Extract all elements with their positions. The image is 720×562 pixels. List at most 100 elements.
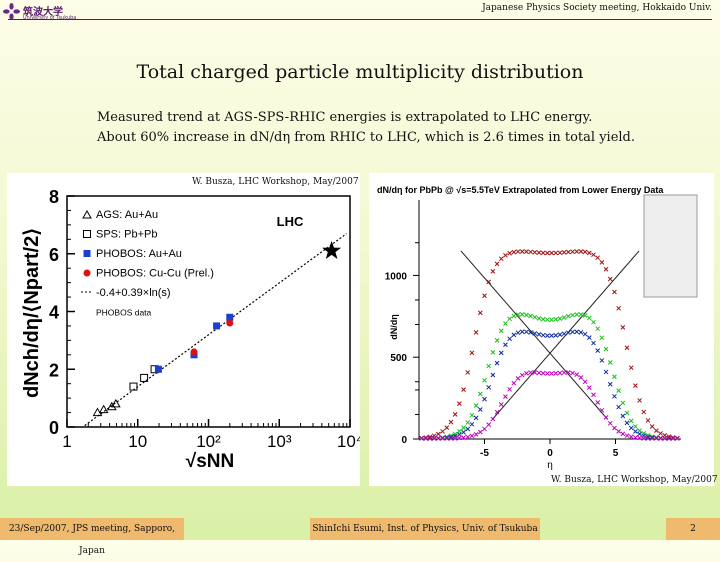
dndeta-point	[498, 328, 504, 334]
dndeta-point	[633, 383, 638, 388]
legend-label: PHOBOS: Cu-Cu (Prel.)	[96, 268, 214, 280]
dndeta-point	[473, 330, 479, 335]
x-tick-label: 10²	[196, 432, 221, 451]
dndeta-point	[503, 321, 508, 326]
dndeta-point	[477, 407, 483, 412]
logo-japanese-text: 筑波大学	[23, 7, 63, 18]
dndeta-point	[511, 380, 517, 386]
dndeta-point	[620, 325, 626, 330]
dndeta-point	[461, 425, 466, 431]
dndeta-point	[633, 424, 638, 429]
dndeta-point	[595, 348, 601, 354]
legend-label: AGS: Au+Au	[96, 209, 158, 221]
dndeta-point	[599, 335, 605, 341]
dndeta-point	[574, 249, 580, 254]
dndeta-point	[624, 345, 630, 351]
dndeta-point	[612, 374, 617, 380]
x-tick-label: 1	[62, 432, 71, 451]
dndeta-point	[423, 435, 429, 440]
dndeta-point	[498, 256, 504, 262]
dndeta-point	[482, 377, 487, 383]
dndeta-point	[490, 269, 496, 274]
footer-author: ShinIchi Esumi, Inst. of Physics, Univ. …	[310, 518, 540, 540]
dndeta-point	[616, 404, 621, 410]
dndeta-point	[452, 435, 458, 441]
dndeta-point	[582, 379, 588, 385]
legend-marker-phobos-cucu	[83, 269, 91, 277]
dndeta-point	[620, 400, 626, 406]
dndeta-point	[603, 266, 609, 272]
dndeta-point	[649, 434, 655, 439]
dndeta-point	[511, 313, 517, 319]
dndeta-point	[440, 429, 445, 434]
dndeta-point	[465, 370, 471, 375]
dndeta-point	[612, 425, 617, 431]
dndeta-point	[561, 370, 567, 375]
legend-marker-phobos-auau	[83, 250, 91, 257]
lhc-star-point	[322, 240, 342, 259]
dndeta-point	[603, 415, 609, 420]
dndeta-point	[486, 422, 492, 427]
dndeta-point	[419, 435, 424, 441]
dndeta-point	[637, 435, 642, 441]
ags-point	[110, 398, 121, 408]
dndeta-point	[486, 279, 492, 285]
dndeta-point	[645, 434, 651, 440]
dndeta-point	[574, 372, 580, 377]
dndeta-point	[448, 419, 454, 425]
dndeta-point	[490, 350, 496, 355]
right-y-tick-label: 0	[401, 435, 407, 446]
dndeta-point	[448, 435, 454, 441]
dndeta-point	[503, 252, 508, 258]
dndeta-point	[540, 250, 546, 256]
dndeta-point	[423, 435, 429, 441]
dndeta-point	[549, 371, 554, 376]
dndeta-point	[645, 418, 651, 423]
dndeta-point	[540, 332, 546, 338]
dndeta-point	[595, 400, 601, 405]
dndeta-point	[498, 402, 504, 407]
dndeta-point	[591, 340, 596, 346]
dndeta-point	[624, 433, 630, 438]
dndeta-point	[498, 350, 504, 356]
legend-label: SPS: Pb+Pb	[96, 229, 157, 241]
energy-dependence-chart: 0 2 4 6 8 1 10 10² 10³ 10⁴ √sNN dNch/dη/⟨Npart/2⟩ LH…	[21, 187, 363, 472]
dndeta-point	[578, 375, 584, 380]
dndeta-point	[637, 431, 642, 437]
dndeta-point	[528, 370, 533, 375]
dndeta-point	[519, 329, 525, 335]
dndeta-point	[553, 371, 559, 376]
subtitle-line-1: Measured trend at AGS-SPS-RHIC energies …	[97, 110, 593, 125]
phobos-cucu-point	[226, 319, 234, 327]
dndeta-point	[469, 412, 475, 418]
dndeta-point	[507, 250, 513, 256]
dndeta-point	[578, 312, 584, 317]
dndeta-point	[586, 335, 592, 341]
dndeta-point	[536, 332, 542, 337]
university-logo: 筑波大学 University of Tsukuba	[3, 2, 76, 22]
dndeta-point	[532, 331, 538, 336]
dndeta-point	[616, 305, 621, 311]
dndeta-point	[519, 249, 525, 254]
dndeta-point	[456, 435, 462, 441]
dndeta-point	[427, 434, 433, 440]
dndeta-point	[444, 434, 450, 440]
dndeta-point	[670, 435, 676, 441]
dndeta-point	[528, 249, 533, 255]
dndeta-point	[620, 413, 626, 419]
dndeta-point	[553, 332, 559, 338]
dndeta-point	[578, 249, 584, 254]
dndeta-point	[654, 428, 659, 433]
dndeta-point	[511, 249, 517, 255]
dndeta-point	[490, 416, 496, 422]
dndeta-point	[465, 434, 471, 440]
y-tick-label: 2	[49, 360, 59, 380]
diagonal-line	[460, 250, 609, 420]
header-divider	[8, 19, 712, 20]
dndeta-point	[666, 435, 672, 441]
legend-label: -0.4+0.39×ln(s)	[96, 287, 171, 299]
dndeta-point	[469, 433, 475, 439]
dndeta-point	[477, 310, 483, 316]
dndeta-point	[427, 435, 433, 441]
dndeta-point	[565, 313, 571, 319]
